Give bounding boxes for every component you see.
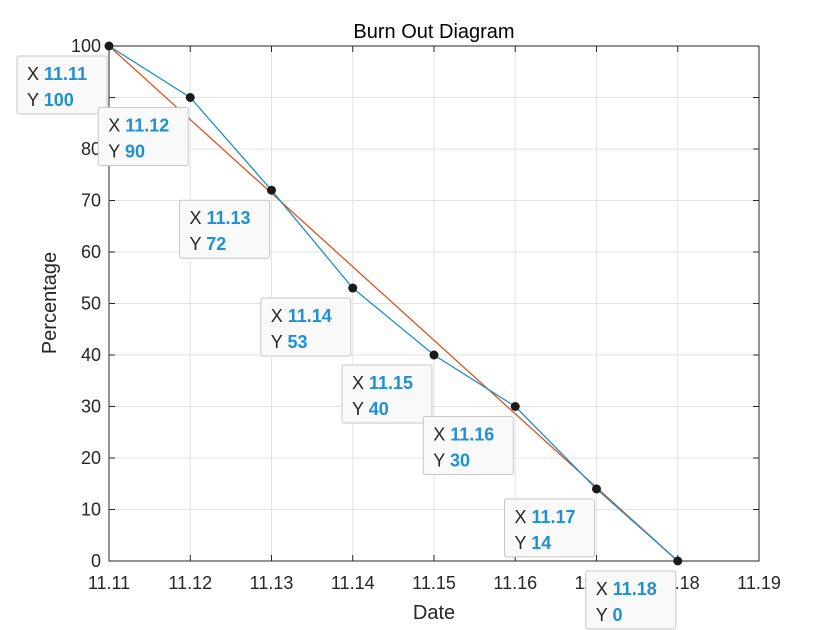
datatip-y-row: Y 14: [515, 533, 552, 553]
datatip: X 11.15Y 40: [341, 364, 433, 424]
datatip-box: [585, 570, 677, 630]
y-tick-label: 0: [91, 551, 101, 571]
datatip-y-prefix: Y: [108, 142, 125, 162]
y-tick-label: 40: [81, 345, 101, 365]
y-tick-label: 70: [81, 191, 101, 211]
x-tick-label: 11.16: [493, 573, 537, 593]
datatip-x-value: 11.13: [207, 208, 251, 228]
datatip-x-value: 11.18: [613, 579, 657, 599]
datatip-y-prefix: Y: [27, 90, 44, 110]
datatip-y-value: 72: [206, 234, 226, 254]
datatip-x-row: X 11.12: [108, 116, 169, 136]
datatip-y-value: 40: [369, 399, 389, 419]
data-point: [185, 93, 195, 102]
y-tick-labels: 0102030405060708090100: [71, 36, 101, 571]
datatip-x-row: X 11.11: [27, 64, 87, 84]
y-tick-label: 60: [81, 242, 101, 262]
datatip-x-row: X 11.16: [433, 425, 494, 445]
x-tick-label: 11.13: [250, 573, 294, 593]
datatip-y-row: Y 53: [271, 332, 308, 352]
datatip-y-row: Y 72: [190, 234, 227, 254]
datatip-x-prefix: X: [190, 208, 207, 228]
datatip-x-prefix: X: [596, 579, 613, 599]
x-axis-label: Date: [413, 602, 455, 624]
datatip-x-value: 11.15: [369, 373, 413, 393]
datatip-y-row: Y 90: [108, 142, 145, 162]
datatip-x-prefix: X: [433, 425, 450, 445]
datatip-y-value: 0: [612, 605, 622, 625]
datatip: X 11.13Y 72: [179, 199, 270, 259]
x-tick-label: 11.14: [331, 573, 375, 593]
x-tick-label: 11.11: [88, 573, 130, 593]
datatip: X 11.17Y 14: [504, 498, 595, 558]
data-point: [510, 402, 520, 411]
x-tick-label: 11.19: [737, 573, 781, 593]
datatip-x-prefix: X: [27, 64, 44, 84]
datatip-y-prefix: Y: [190, 234, 207, 254]
datatip-x-value: 11.17: [532, 507, 576, 527]
datatip-y-prefix: Y: [596, 605, 613, 625]
datatip-y-prefix: Y: [352, 399, 369, 419]
y-tick-label: 20: [81, 448, 101, 468]
datatip: X 11.12Y 90: [97, 107, 189, 166]
datatip-x-row: X 11.13: [190, 208, 251, 228]
datatip-x-prefix: X: [352, 373, 369, 393]
y-tick-label: 10: [81, 500, 101, 520]
data-point: [348, 283, 358, 293]
datatip-y-value: 100: [44, 90, 74, 110]
data-point: [592, 484, 601, 494]
datatip-y-value: 14: [531, 533, 551, 553]
chart-title: Burn Out Diagram: [353, 21, 514, 43]
datatip-y-value: 90: [125, 142, 145, 162]
datatip: X 11.16Y 30: [422, 416, 514, 475]
data-point: [267, 185, 276, 195]
y-tick-label: 30: [81, 397, 101, 417]
datatip-y-row: Y 30: [433, 451, 470, 471]
datatip-x-prefix: X: [271, 306, 288, 326]
datatip-box: [97, 107, 189, 166]
datatip-y-prefix: Y: [433, 451, 450, 471]
datatip-x-row: X 11.15: [352, 373, 413, 393]
datatip-x-row: X 11.18: [596, 579, 657, 599]
datatip-y-row: Y 0: [596, 605, 623, 625]
datatip-box: [341, 364, 433, 424]
datatip-box: [179, 199, 270, 259]
data-point: [104, 41, 114, 51]
data-point: [673, 556, 683, 566]
datatip-y-prefix: Y: [515, 533, 532, 553]
datatip-box: [16, 55, 108, 115]
actual-burnout-line: [108, 45, 679, 562]
datatip-box: [504, 498, 595, 558]
x-tick-label: 11.15: [412, 573, 456, 593]
y-tick-label: 50: [81, 294, 101, 314]
datatip: X 11.14Y 53: [260, 297, 352, 357]
x-tick-label: 11.12: [168, 573, 212, 593]
datatip-box: [260, 297, 352, 357]
y-tick-label: 100: [71, 36, 101, 56]
datatip-x-prefix: X: [515, 507, 532, 527]
datatip-y-value: 53: [287, 332, 307, 352]
datatip: X 11.18Y 0: [585, 570, 677, 630]
y-tick-label: 80: [81, 139, 101, 159]
series-layer: [104, 41, 683, 566]
datatip-x-value: 11.16: [450, 425, 494, 445]
datatip-y-value: 30: [450, 451, 470, 471]
y-axis-label: Percentage: [39, 252, 61, 354]
datatip-x-value: 11.14: [288, 306, 332, 326]
data-point: [429, 350, 439, 360]
datatip-x-prefix: X: [108, 116, 125, 136]
datatip-x-row: X 11.14: [271, 306, 332, 326]
datatip-box: [422, 416, 514, 475]
x-tick-labels: 11.1111.1211.1311.1411.1511.1611.1711.18…: [88, 573, 781, 593]
datatip-y-prefix: Y: [271, 332, 288, 352]
datatip-y-row: Y 100: [27, 90, 74, 110]
datatip-x-value: 11.11: [44, 64, 87, 84]
datatip: X 11.11Y 100: [16, 55, 108, 115]
datatip-x-row: X 11.17: [515, 507, 576, 527]
datatip-y-row: Y 40: [352, 399, 389, 419]
datatip-x-value: 11.12: [125, 116, 169, 136]
